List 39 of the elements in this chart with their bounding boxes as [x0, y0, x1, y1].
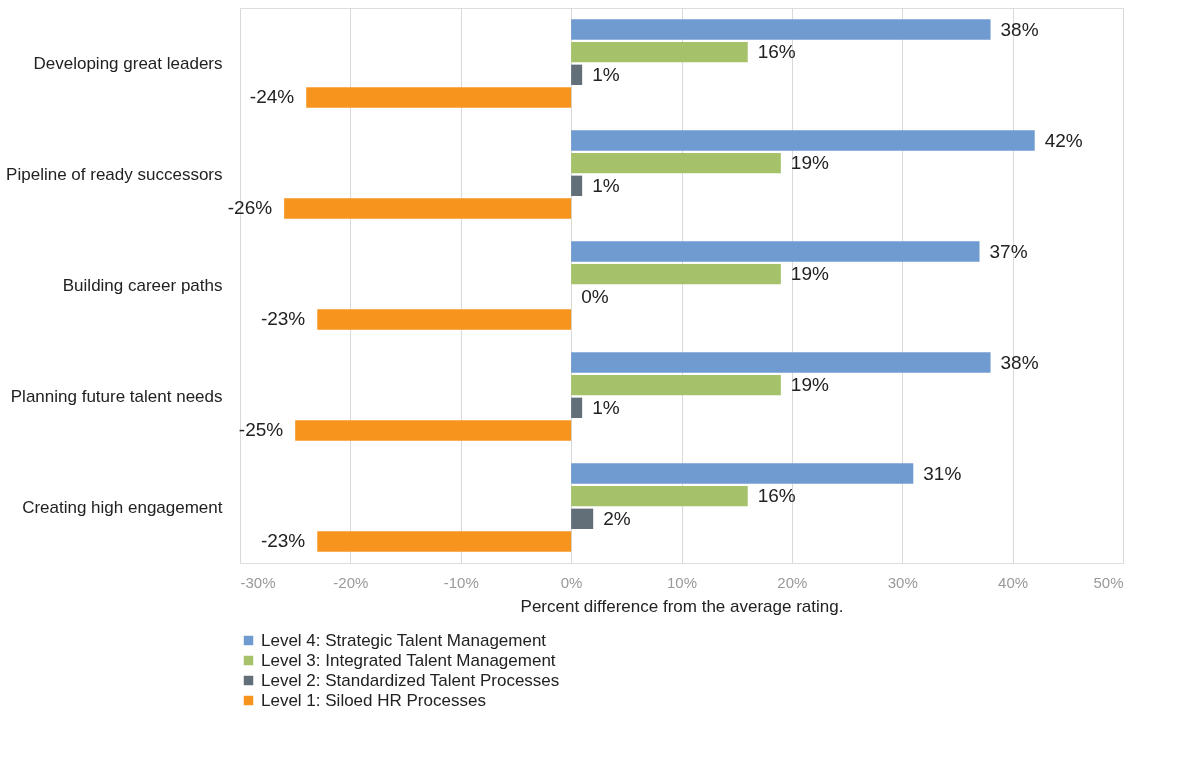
- y-tick-label: Creating high engagement: [22, 497, 223, 517]
- data-label: 31%: [923, 462, 962, 484]
- data-label: -23%: [260, 308, 306, 330]
- x-tick-label: -10%: [443, 573, 479, 591]
- legend-label: Level 4: Strategic Talent Management: [261, 630, 547, 650]
- data-label: -24%: [249, 86, 295, 108]
- x-tick-label: 30%: [887, 573, 918, 591]
- data-label: -23%: [260, 530, 306, 552]
- data-label: 19%: [790, 263, 829, 285]
- y-tick-label: Developing great leaders: [33, 53, 223, 73]
- x-tick-label: 10%: [666, 573, 698, 591]
- legend-label: Level 3: Integrated Talent Management: [261, 650, 556, 670]
- x-tick-label: -30%: [240, 573, 276, 591]
- data-label: 16%: [757, 41, 796, 63]
- x-tick-label: 0%: [560, 573, 583, 591]
- x-tick-label: 20%: [777, 573, 808, 591]
- y-tick-label: Pipeline of ready successors: [6, 164, 223, 184]
- data-label: -26%: [227, 197, 273, 219]
- data-label: 37%: [989, 240, 1028, 262]
- data-label: 2%: [603, 507, 631, 529]
- data-label: 16%: [757, 485, 796, 507]
- data-label: 1%: [592, 63, 620, 85]
- data-label: 19%: [790, 152, 829, 174]
- y-tick-label: Building career paths: [62, 275, 223, 295]
- x-axis-title: Percent difference from the average rating.: [520, 596, 844, 616]
- data-label: 1%: [592, 174, 620, 196]
- x-tick-label: 40%: [998, 573, 1029, 591]
- x-tick-label: -20%: [333, 573, 369, 591]
- legend-label: Level 1: Siloed HR Processes: [261, 690, 486, 710]
- x-tick-label: 50%: [1093, 573, 1124, 591]
- data-label: 19%: [790, 374, 829, 396]
- data-label: -25%: [238, 419, 284, 441]
- data-label: 42%: [1044, 129, 1083, 151]
- data-label: 0%: [581, 285, 609, 307]
- y-tick-label: Planning future talent needs: [10, 386, 223, 406]
- data-label: 38%: [1000, 18, 1039, 40]
- data-label: 1%: [592, 396, 620, 418]
- data-label: 38%: [1000, 351, 1039, 373]
- legend-label: Level 2: Standardized Talent Processes: [261, 670, 560, 690]
